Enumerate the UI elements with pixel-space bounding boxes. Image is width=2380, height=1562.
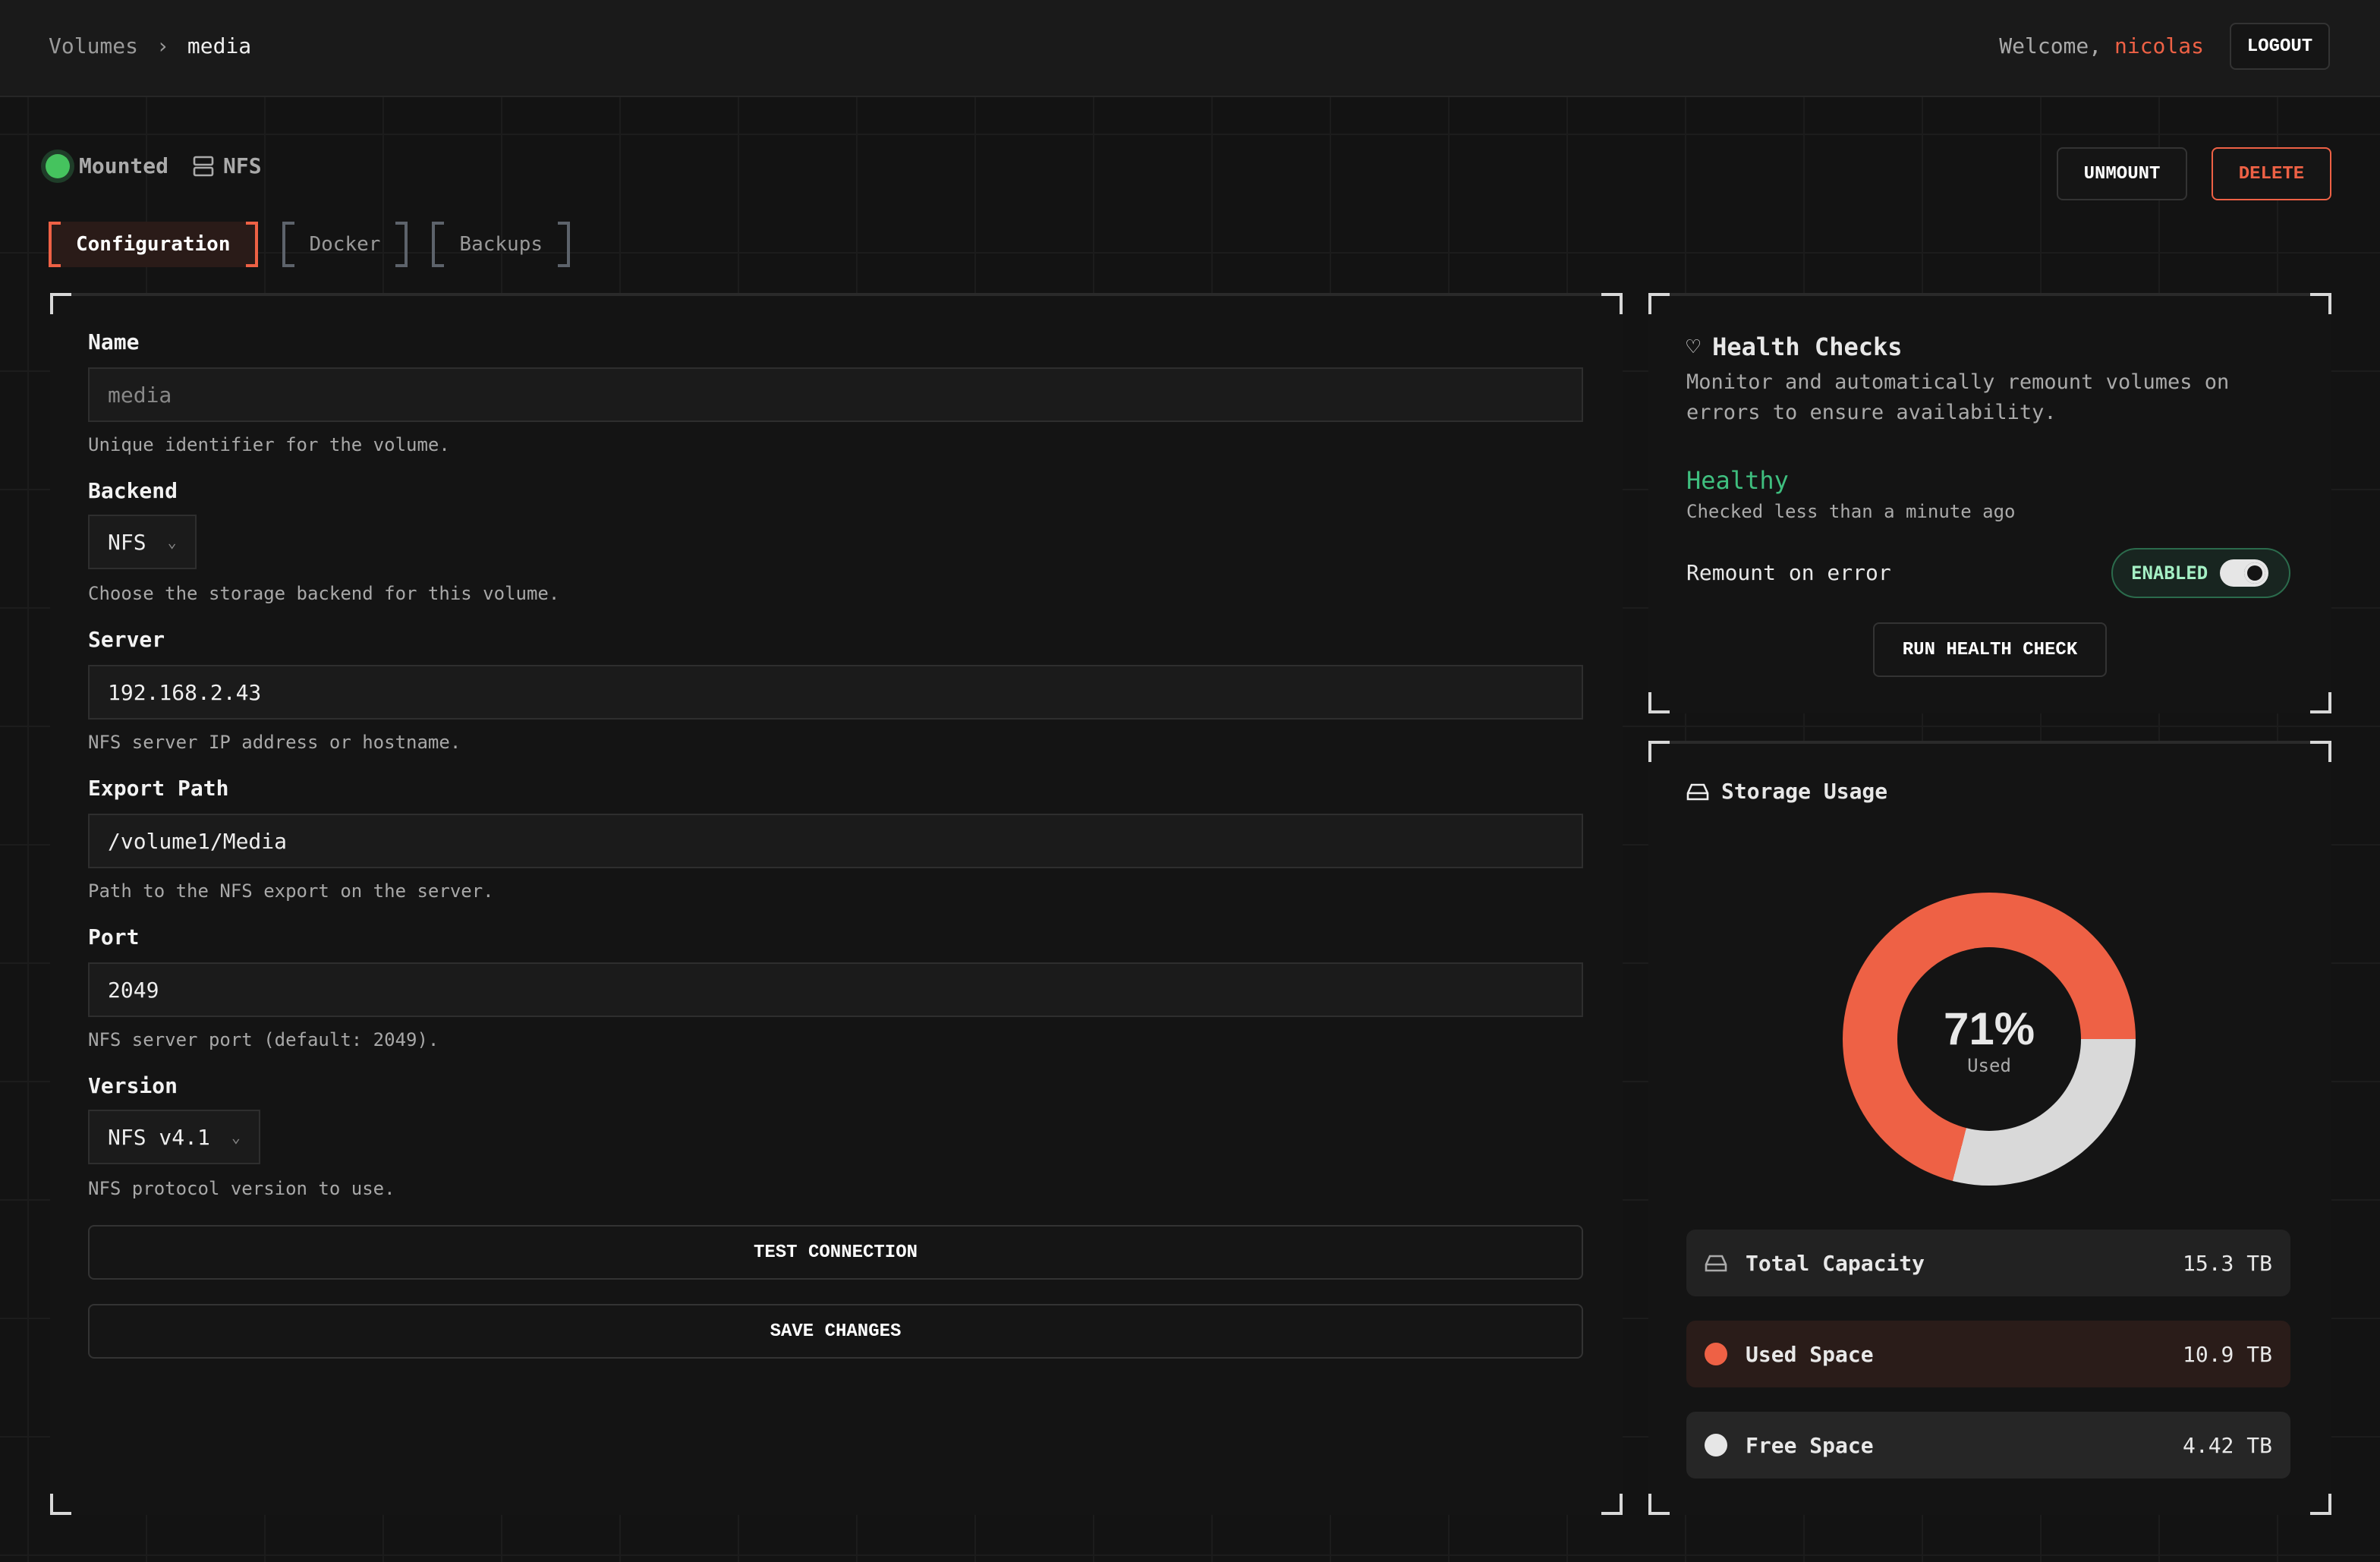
version-select[interactable]: NFS v4.1 ⌄ (88, 1110, 260, 1164)
username: nicolas (2114, 33, 2204, 58)
port-input[interactable]: 2049 (88, 962, 1583, 1017)
test-connection-button[interactable]: TEST CONNECTION (88, 1225, 1583, 1280)
export-path-input[interactable]: /volume1/Media (88, 814, 1583, 868)
welcome-label: Welcome, (1999, 33, 2102, 58)
port-label: Port (88, 924, 140, 949)
chevron-down-icon: ⌄ (167, 533, 177, 551)
backend-select[interactable]: NFS ⌄ (88, 515, 197, 569)
delete-button[interactable]: DELETE (2212, 147, 2331, 200)
storage-usage-panel: Storage Usage 71% Used Total Capacity 15.… (1648, 741, 2331, 1515)
usage-percent-label: Used (1967, 1054, 2011, 1076)
chevron-right-icon: › (156, 33, 169, 58)
used-color-dot-icon (1705, 1343, 1727, 1365)
health-checks-title: ♡ Health Checks (1686, 332, 1903, 361)
server-label: Server (88, 627, 165, 652)
mounted-label: Mounted (79, 153, 169, 178)
top-bar: Volumes › media Welcome, nicolas LOGOUT (0, 0, 2380, 97)
used-space-value: 10.9 TB (2182, 1341, 2272, 1367)
name-input[interactable]: media (88, 367, 1583, 422)
toggle-switch[interactable] (2220, 559, 2269, 587)
backend-label: Backend (88, 478, 178, 503)
health-title-text: Health Checks (1712, 332, 1903, 361)
heart-icon: ♡ (1686, 333, 1701, 361)
tab-bar: Configuration Docker Backups (49, 222, 570, 267)
toggle-label: ENABLED (2131, 562, 2208, 584)
volume-status: Mounted NFS (46, 153, 262, 178)
breadcrumb: Volumes › media (49, 33, 251, 58)
mounted-status-dot-icon (46, 153, 70, 178)
usage-donut-chart: 71% Used (1843, 893, 2136, 1186)
breadcrumb-volumes[interactable]: Volumes (49, 33, 139, 58)
unmount-button[interactable]: UNMOUNT (2057, 147, 2187, 200)
used-space-label: Used Space (1746, 1341, 1874, 1367)
remount-label: Remount on error (1686, 560, 1891, 585)
export-path-label: Export Path (88, 776, 229, 801)
free-space-value: 4.42 TB (2182, 1432, 2272, 1458)
backend-label: NFS (223, 153, 262, 178)
health-checks-panel: ♡ Health Checks Monitor and automatically… (1648, 293, 2331, 713)
free-space-row: Free Space 4.42 TB (1686, 1412, 2290, 1479)
usage-percent: 71% (1943, 1003, 2035, 1054)
free-color-dot-icon (1705, 1434, 1727, 1457)
donut-center: 71% Used (1897, 947, 2081, 1131)
backend-help: Choose the storage backend for this volu… (88, 583, 560, 604)
port-help: NFS server port (default: 2049). (88, 1029, 439, 1050)
tab-docker[interactable]: Docker (282, 222, 408, 267)
storage-usage-title: Storage Usage (1686, 779, 1887, 804)
name-help: Unique identifier for the volume. (88, 434, 450, 455)
hard-drive-icon (1686, 783, 1709, 800)
run-health-check-button[interactable]: RUN HEALTH CHECK (1873, 622, 2107, 677)
server-input[interactable]: 192.168.2.43 (88, 665, 1583, 720)
version-help: NFS protocol version to use. (88, 1178, 395, 1199)
name-label: Name (88, 329, 140, 354)
last-checked: Checked less than a minute ago (1686, 501, 2016, 522)
total-capacity-label: Total Capacity (1746, 1250, 1925, 1276)
server-help: NFS server IP address or hostname. (88, 732, 461, 753)
configuration-panel: Name media Unique identifier for the vol… (50, 293, 1623, 1515)
used-space-row: Used Space 10.9 TB (1686, 1321, 2290, 1387)
tab-backups[interactable]: Backups (432, 222, 570, 267)
backend-value: NFS (108, 529, 146, 555)
storage-title-text: Storage Usage (1721, 779, 1888, 804)
welcome-text: Welcome, nicolas (1999, 33, 2204, 58)
total-capacity-row: Total Capacity 15.3 TB (1686, 1230, 2290, 1296)
logout-button[interactable]: LOGOUT (2230, 23, 2330, 70)
version-label: Version (88, 1073, 178, 1098)
server-icon (193, 156, 214, 176)
free-space-label: Free Space (1746, 1432, 1874, 1458)
version-value: NFS v4.1 (108, 1124, 210, 1150)
breadcrumb-current: media (187, 33, 252, 58)
chevron-down-icon: ⌄ (231, 1128, 241, 1146)
export-path-help: Path to the NFS export on the server. (88, 880, 494, 902)
remount-toggle[interactable]: ENABLED (2111, 548, 2290, 598)
tab-configuration[interactable]: Configuration (49, 222, 258, 267)
health-status: Healthy (1686, 466, 1789, 495)
hard-drive-icon (1705, 1255, 1727, 1272)
save-changes-button[interactable]: SAVE CHANGES (88, 1304, 1583, 1359)
health-description: Monitor and automatically remount volume… (1686, 370, 2230, 424)
total-capacity-value: 15.3 TB (2182, 1250, 2272, 1276)
